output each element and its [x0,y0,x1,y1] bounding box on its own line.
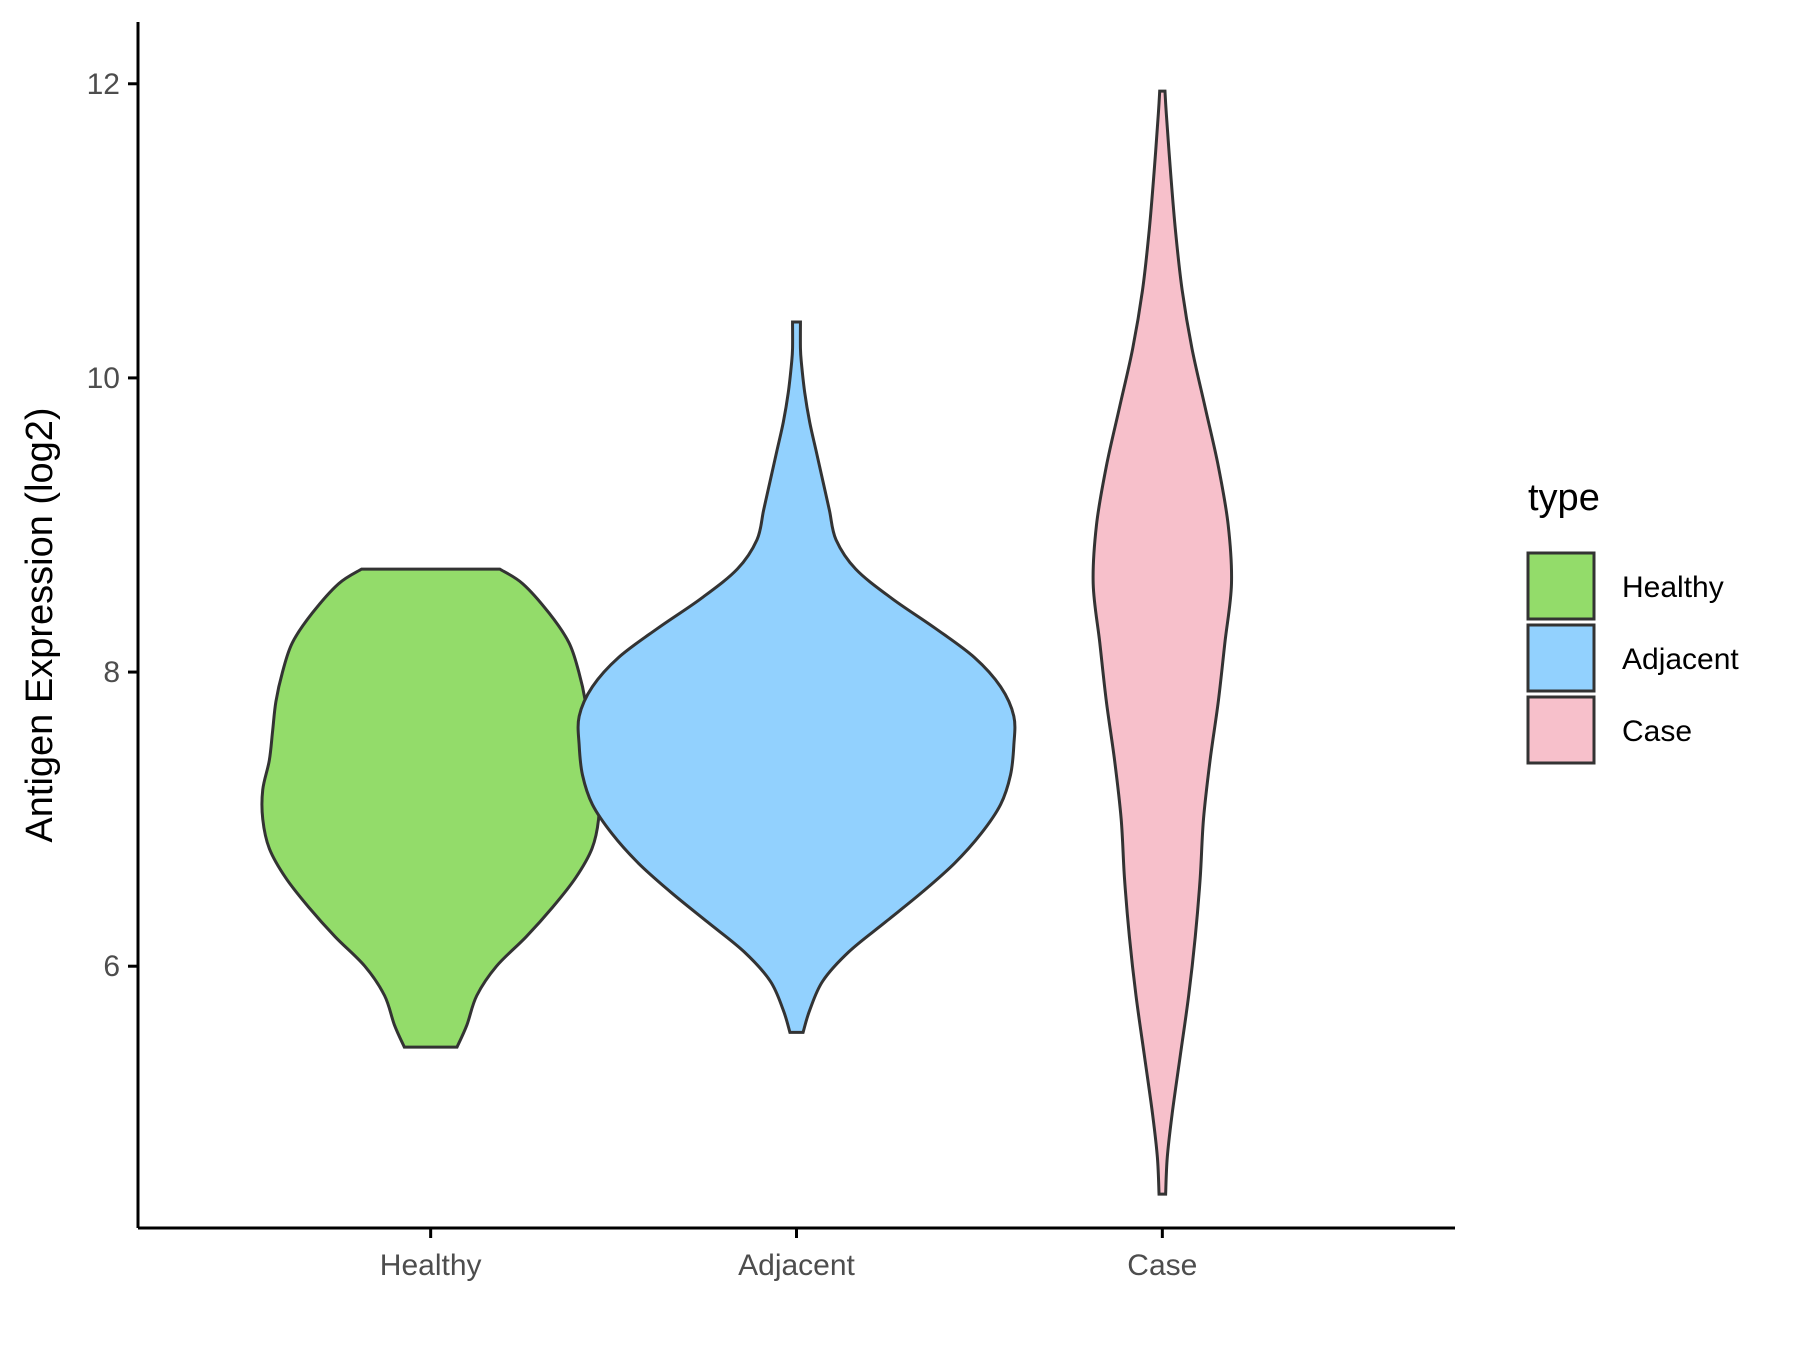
axes-layer: 6 8 10 12 Healthy Adjacent Case Antigen Express… [19,22,1455,1282]
legend-label-adjacent: Adjacent [1622,643,1739,676]
violin-case [1091,89,1234,1196]
y-tick-label: 10 [87,362,120,395]
legend-key-case [1526,695,1596,765]
legend-title: type [1528,477,1600,519]
legend: type Healthy Adjacent Case [1526,477,1739,765]
violin-layer [260,89,1234,1196]
legend-key-healthy [1526,551,1596,621]
x-tick-label: Adjacent [738,1249,855,1282]
y-tick-label: 6 [103,950,120,983]
y-tick-label: 8 [103,656,120,689]
x-tick-label: Healthy [380,1249,482,1282]
legend-label-case: Case [1622,715,1692,748]
y-axis-title: Antigen Expression (log2) [19,407,61,842]
legend-label-healthy: Healthy [1622,571,1724,604]
y-tick-label: 12 [87,68,120,101]
x-tick-label: Case [1127,1249,1197,1282]
violin-healthy [260,567,601,1049]
legend-key-adjacent [1526,623,1596,693]
violin-adjacent [576,320,1017,1034]
